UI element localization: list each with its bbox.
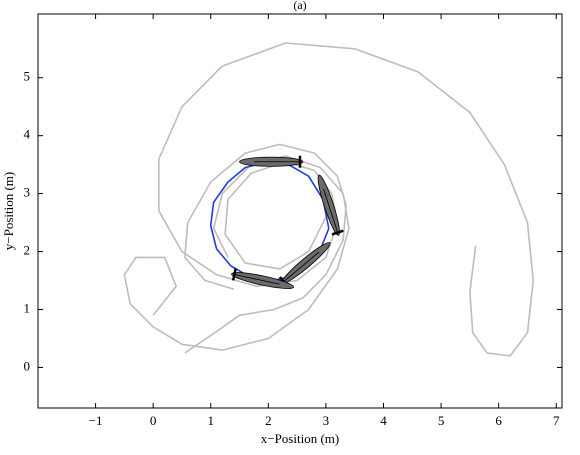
vehicle-axis	[323, 188, 339, 233]
y-tick-label: 5	[24, 69, 31, 84]
vehicle-axis	[283, 251, 320, 282]
trajectory-line	[184, 143, 347, 354]
y-axis-label: y−Position (m)	[1, 172, 16, 250]
x-tick-label: 6	[495, 413, 502, 428]
vehicle	[239, 155, 304, 168]
y-tick-label: 1	[24, 300, 31, 315]
vehicle	[231, 268, 294, 289]
x-tick-label: 2	[265, 413, 272, 428]
vehicle	[317, 174, 344, 236]
y-tick-label: 3	[24, 185, 31, 200]
plot-frame	[37, 13, 563, 409]
chart-title: (a)	[293, 0, 306, 12]
x-tick-label: 5	[438, 413, 445, 428]
x-tick-label: −1	[89, 413, 103, 428]
vehicle-axis	[234, 274, 280, 285]
x-tick-label: 7	[553, 413, 560, 428]
x-tick-label: 4	[380, 413, 387, 428]
vehicle	[278, 242, 331, 288]
x-axis-label: x−Position (m)	[261, 431, 339, 446]
x-tick-label: 3	[323, 413, 330, 428]
y-tick-label: 4	[24, 127, 31, 142]
x-tick-label: 0	[150, 413, 157, 428]
y-tick-label: 2	[24, 243, 31, 258]
trajectory-line	[158, 42, 534, 357]
y-tick-label: 0	[24, 358, 31, 373]
x-tick-label: 1	[207, 413, 214, 428]
